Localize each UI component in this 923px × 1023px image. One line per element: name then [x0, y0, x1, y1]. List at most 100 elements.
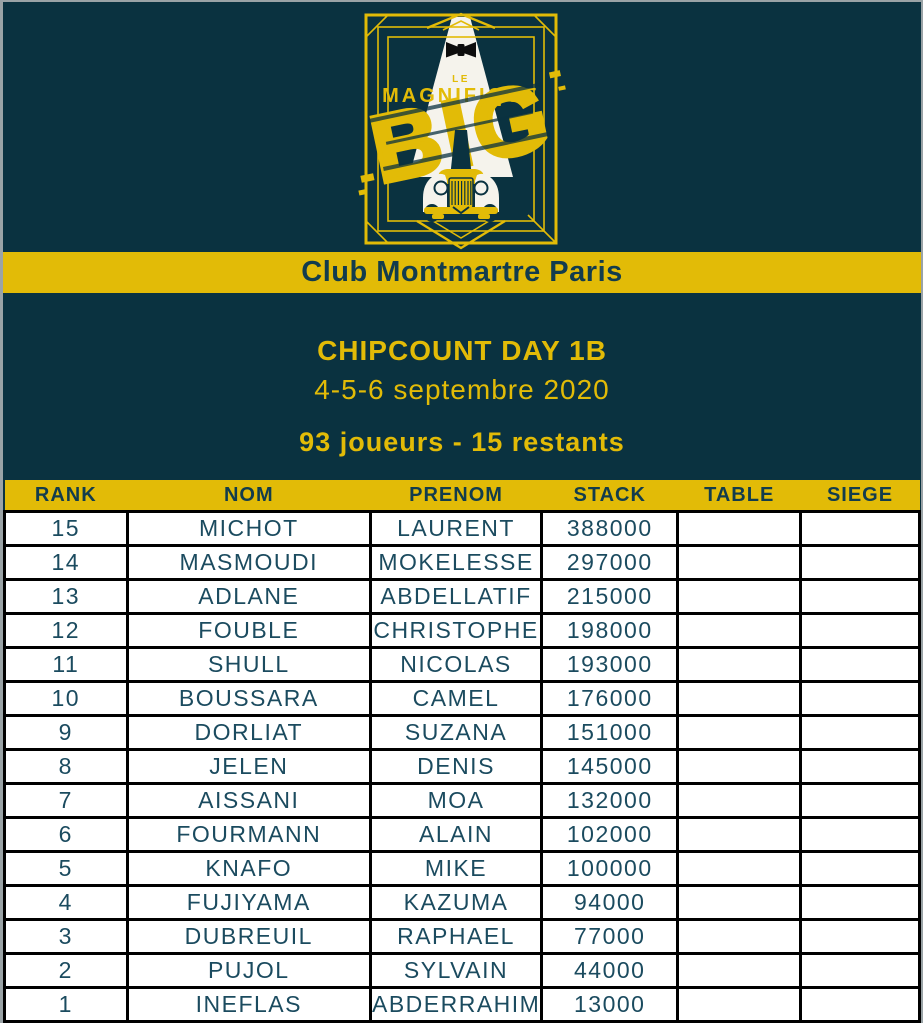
cell-rank: 2 [3, 952, 129, 989]
cell-prenom: MIKE [368, 850, 544, 887]
cell-stack: 94000 [540, 884, 680, 921]
header-stack: STACK [541, 480, 678, 513]
cell-rank: 3 [3, 918, 129, 955]
cell-stack: 44000 [540, 952, 680, 989]
cell-prenom: MOKELESSE [368, 544, 544, 581]
cell-rank: 4 [3, 884, 129, 921]
cell-table [676, 510, 803, 547]
table-row: 3 DUBREUIL RAPHAEL 77000 [3, 918, 921, 955]
logo-le-text: LE [452, 74, 470, 85]
cell-siege [799, 544, 921, 581]
club-banner: Club Montmartre Paris [3, 252, 921, 293]
logo-magnifique-text: MAGNIFIQUE [382, 85, 540, 107]
table-row: 10 BOUSSARA CAMEL 176000 [3, 680, 921, 717]
vintage-car-icon [423, 130, 499, 222]
table-row: 7 AISSANI MOA 132000 [3, 782, 921, 819]
bow-tie-icon [446, 42, 476, 58]
cell-table [676, 748, 803, 785]
cell-rank: 7 [3, 782, 129, 819]
cell-prenom: RAPHAEL [368, 918, 544, 955]
cell-prenom: ABDELLATIF [368, 578, 544, 615]
cell-table [676, 952, 803, 989]
cell-rank: 5 [3, 850, 129, 887]
header-rank: RANK [4, 480, 128, 513]
cell-nom: FOURMANN [125, 816, 372, 853]
cell-siege [799, 646, 921, 683]
cell-table [676, 782, 803, 819]
header-nom: NOM [127, 480, 371, 513]
cell-rank: 11 [3, 646, 129, 683]
cell-table [676, 918, 803, 955]
cell-nom: JELEN [125, 748, 372, 785]
header-table: TABLE [677, 480, 801, 513]
cell-nom: MASMOUDI [125, 544, 372, 581]
club-banner-title: Club Montmartre Paris [301, 256, 623, 288]
cell-stack: 100000 [540, 850, 680, 887]
players-remaining: 93 joueurs - 15 restants [299, 427, 625, 457]
cell-nom: BOUSSARA [125, 680, 372, 717]
cell-rank: 1 [3, 986, 129, 1023]
cell-siege [799, 986, 921, 1023]
logo-section: LE MAGNIFIQUE BIG [3, 2, 921, 252]
cell-stack: 102000 [540, 816, 680, 853]
cell-prenom: DENIS [368, 748, 544, 785]
table-header-row: RANK NOM PRENOM STACK TABLE SIEGE [4, 480, 920, 513]
cell-rank: 8 [3, 748, 129, 785]
table-row: 11 SHULL NICOLAS 193000 [3, 646, 921, 683]
cell-stack: 297000 [540, 544, 680, 581]
cell-prenom: SUZANA [368, 714, 544, 751]
chipcount-table-body: 15 MICHOT LAURENT 388000 14 MASMOUDI MOKELESSE… [3, 510, 921, 1023]
header-prenom: PRENOM [370, 480, 542, 513]
cell-stack: 77000 [540, 918, 680, 955]
cell-rank: 10 [3, 680, 129, 717]
table-row: 8 JELEN DENIS 145000 [3, 748, 921, 785]
cell-siege [799, 884, 921, 921]
table-row: 2 PUJOL SYLVAIN 44000 [3, 952, 921, 989]
cell-table [676, 544, 803, 581]
cell-nom: SHULL [125, 646, 372, 683]
cell-prenom: CAMEL [368, 680, 544, 717]
cell-prenom: KAZUMA [368, 884, 544, 921]
cell-table [676, 714, 803, 751]
chipcount-table: RANK NOM PRENOM STACK TABLE SIEGE 15 MICH… [3, 480, 921, 1023]
logo-big-stamp: BIG [358, 60, 566, 206]
cell-nom: KNAFO [125, 850, 372, 887]
cell-stack: 215000 [540, 578, 680, 615]
cell-siege [799, 714, 921, 751]
table-row: 4 FUJIYAMA KAZUMA 94000 [3, 884, 921, 921]
le-magnifique-big-logo: LE MAGNIFIQUE BIG [358, 12, 566, 250]
cell-rank: 6 [3, 816, 129, 853]
cell-prenom: LAURENT [368, 510, 544, 547]
cell-siege [799, 952, 921, 989]
cell-nom: FOUBLE [125, 612, 372, 649]
art-deco-frame [364, 12, 558, 250]
cell-prenom: ALAIN [368, 816, 544, 853]
cell-nom: FUJIYAMA [125, 884, 372, 921]
cell-siege [799, 782, 921, 819]
cell-table [676, 680, 803, 717]
cell-rank: 13 [3, 578, 129, 615]
cell-nom: INEFLAS [125, 986, 372, 1023]
cell-siege [799, 918, 921, 955]
cell-stack: 145000 [540, 748, 680, 785]
cell-rank: 14 [3, 544, 129, 581]
cell-siege [799, 850, 921, 887]
info-section: CHIPCOUNT DAY 1B 4-5-6 septembre 2020 93… [3, 293, 921, 480]
table-row: 15 MICHOT LAURENT 388000 [3, 510, 921, 547]
table-row: 14 MASMOUDI MOKELESSE 297000 [3, 544, 921, 581]
cell-prenom: NICOLAS [368, 646, 544, 683]
cell-prenom: SYLVAIN [368, 952, 544, 989]
table-row: 5 KNAFO MIKE 100000 [3, 850, 921, 887]
cell-prenom: CHRISTOPHE [368, 612, 544, 649]
cell-stack: 151000 [540, 714, 680, 751]
cell-nom: DUBREUIL [125, 918, 372, 955]
cell-siege [799, 578, 921, 615]
cell-prenom: MOA [368, 782, 544, 819]
cell-nom: DORLIAT [125, 714, 372, 751]
cell-siege [799, 612, 921, 649]
cell-rank: 12 [3, 612, 129, 649]
cell-table [676, 850, 803, 887]
light-beam [409, 17, 513, 177]
cell-siege [799, 748, 921, 785]
